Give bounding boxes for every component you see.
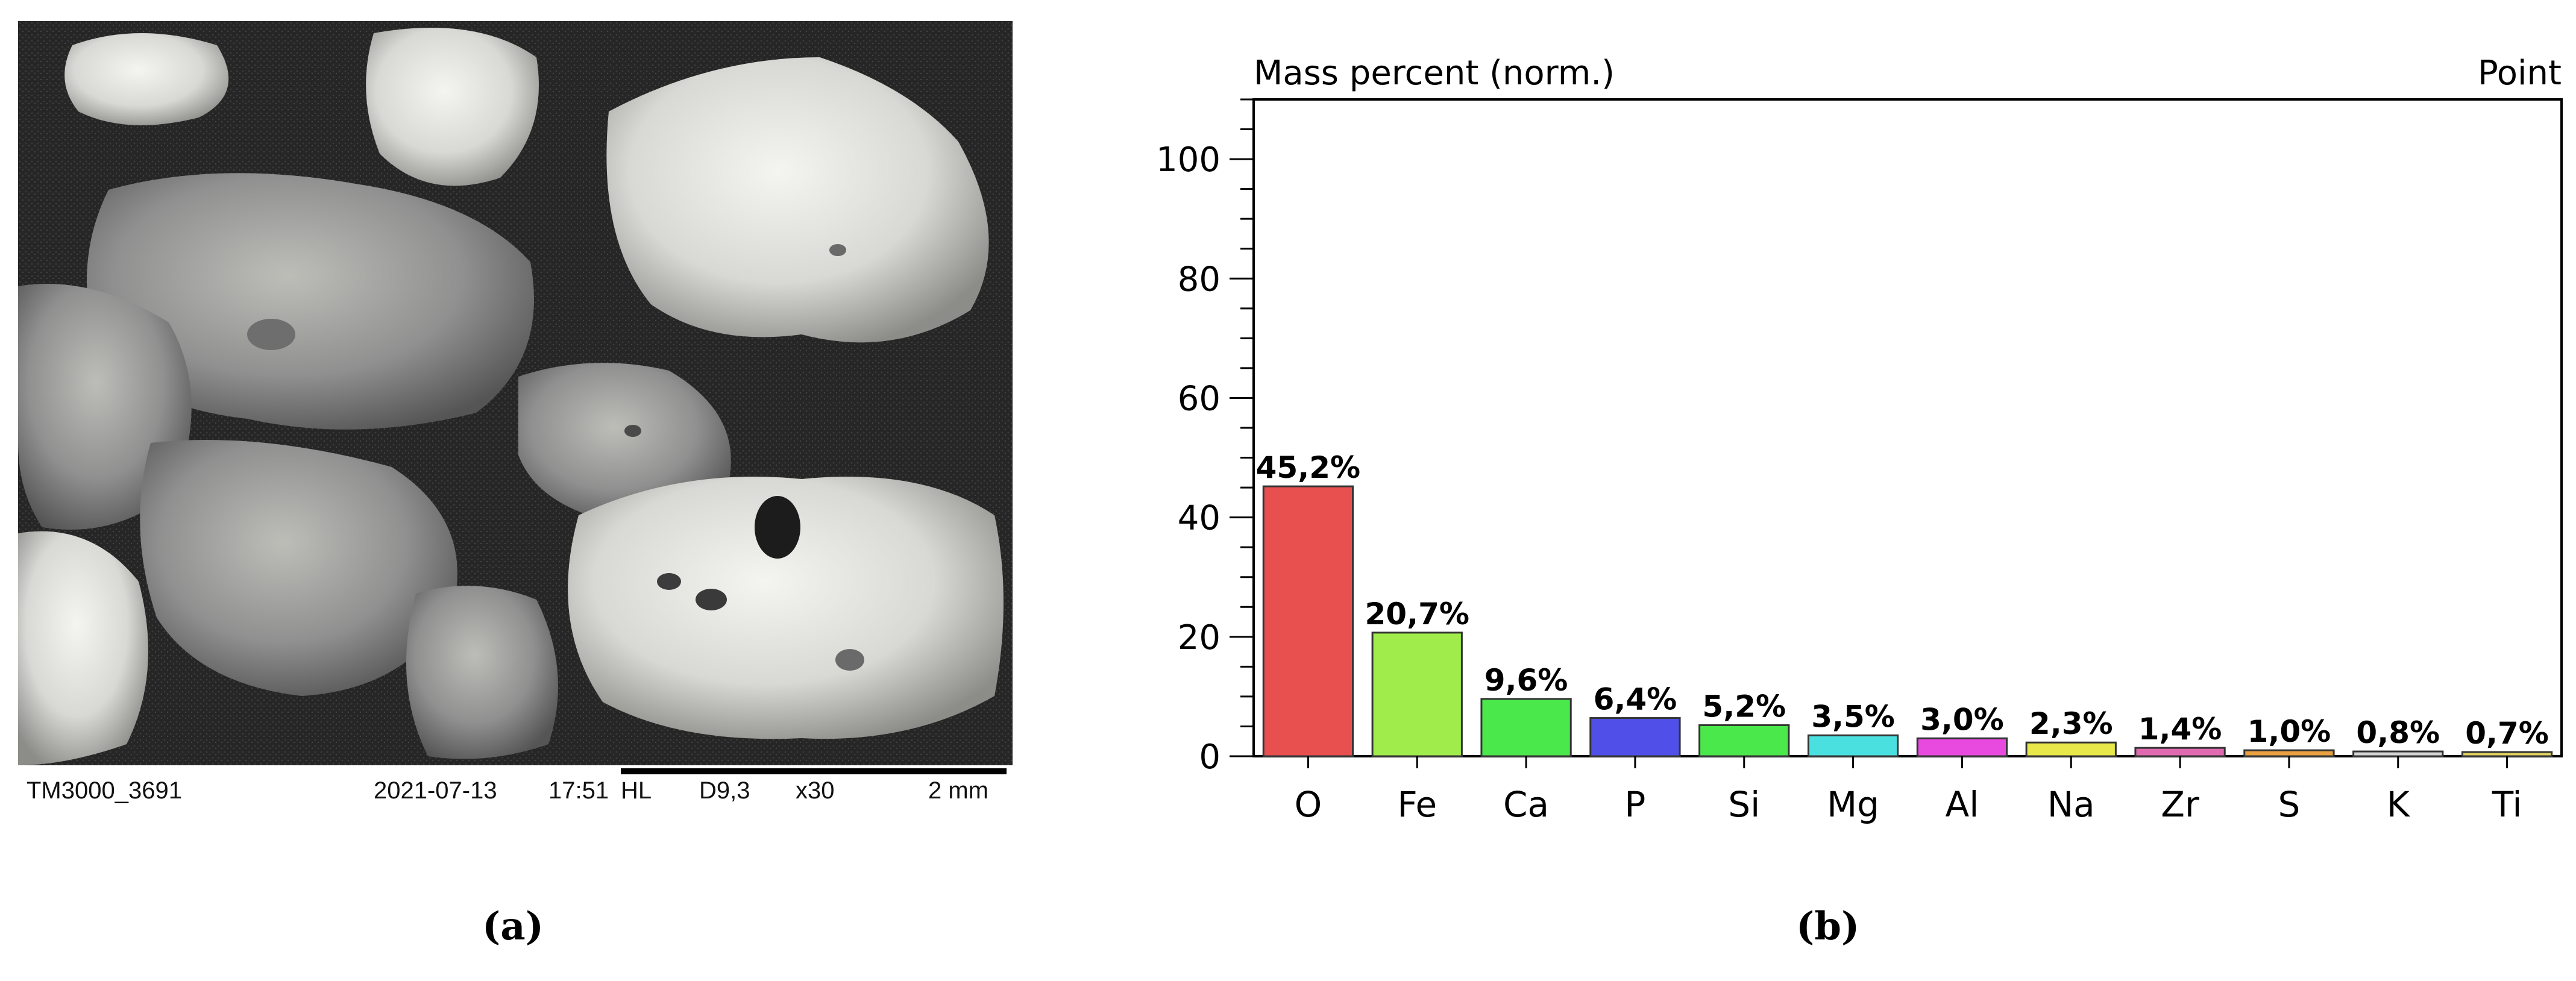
x-tick-label-S: S	[2278, 784, 2301, 825]
x-tick-label-Ca: Ca	[1503, 784, 1549, 825]
sem-image-id: TM3000_3691	[27, 777, 182, 804]
bar-P	[1589, 717, 1681, 757]
caption-b: (b)	[1796, 904, 1860, 949]
data-label-P: 6,4%	[1594, 682, 1677, 717]
data-label-Al: 3,0%	[1920, 702, 2004, 737]
sem-working-distance: D9,3	[699, 777, 750, 804]
sem-time: 17:51	[548, 777, 609, 804]
x-tick-label-Mg: Mg	[1827, 784, 1879, 825]
x-tick-label-Zr: Zr	[2161, 784, 2199, 825]
y-tick-label: 100	[1156, 140, 1220, 180]
data-label-Zr: 1,4%	[2138, 712, 2222, 747]
y-tick-label: 40	[1178, 499, 1220, 538]
x-tick-label-K: K	[2387, 784, 2411, 825]
x-tick-label-O: O	[1295, 784, 1322, 825]
y-tick-label: 80	[1178, 260, 1220, 299]
sem-magnification: x30	[796, 777, 835, 804]
data-label-Fe: 20,7%	[1365, 597, 1469, 632]
data-label-O: 45,2%	[1256, 450, 1360, 485]
sem-scale-label: 2 mm	[928, 777, 988, 804]
bar-Mg	[1807, 734, 1899, 757]
data-label-Si: 5,2%	[1702, 689, 1786, 724]
data-label-Na: 2,3%	[2029, 706, 2113, 741]
sem-date: 2021-07-13	[374, 777, 497, 804]
eds-bar-chart: Mass percent (norm.) Point 0 20 40 60 80 100 45,…	[1156, 54, 2563, 825]
bar-K	[2352, 750, 2444, 757]
bar-Na	[2025, 741, 2117, 757]
x-tick-label-Si: Si	[1728, 784, 1760, 825]
sem-particles-illustration	[18, 21, 1013, 765]
eds-chart-panel: Mass percent (norm.) Point 0 20 40 60 80 100 45,…	[1133, 24, 2568, 844]
data-label-Ca: 9,6%	[1484, 663, 1568, 698]
data-label-S: 1,0%	[2248, 714, 2331, 749]
bar-Ti	[2461, 751, 2553, 757]
data-label-Mg: 3,5%	[1811, 699, 1895, 734]
bar-Si	[1698, 724, 1790, 757]
x-tick-label-Fe: Fe	[1397, 784, 1437, 825]
caption-a: (a)	[482, 904, 544, 949]
y-tick-label: 0	[1199, 738, 1220, 777]
data-label-Ti: 0,7%	[2465, 716, 2549, 751]
scale-bar	[621, 768, 1007, 774]
bar-S	[2243, 749, 2335, 757]
data-label-K: 0,8%	[2356, 715, 2440, 750]
y-tick-label: 60	[1178, 379, 1220, 418]
x-tick-label-P: P	[1624, 784, 1645, 825]
y-tick-label: 20	[1178, 618, 1220, 657]
bar-Zr	[2134, 747, 2226, 757]
x-tick-label-Na: Na	[2047, 784, 2095, 825]
sem-info-bar: TM3000_3691 2021-07-13 17:51 HL D9,3 x30…	[18, 765, 1013, 807]
sem-mode: HL	[621, 777, 652, 804]
chart-corner-label: Point	[2478, 54, 2562, 93]
sem-micrograph-image	[18, 21, 1013, 765]
x-tick-label-Al: Al	[1946, 784, 1979, 825]
bar-Fe	[1371, 632, 1463, 757]
bar-Ca	[1480, 698, 1572, 757]
bar-Al	[1916, 737, 2008, 757]
sem-micrograph-panel: TM3000_3691 2021-07-13 17:51 HL D9,3 x30…	[18, 21, 1013, 807]
x-tick-label-Ti: Ti	[2492, 784, 2522, 825]
chart-title: Mass percent (norm.)	[1254, 54, 1615, 93]
bar-O	[1262, 485, 1354, 757]
